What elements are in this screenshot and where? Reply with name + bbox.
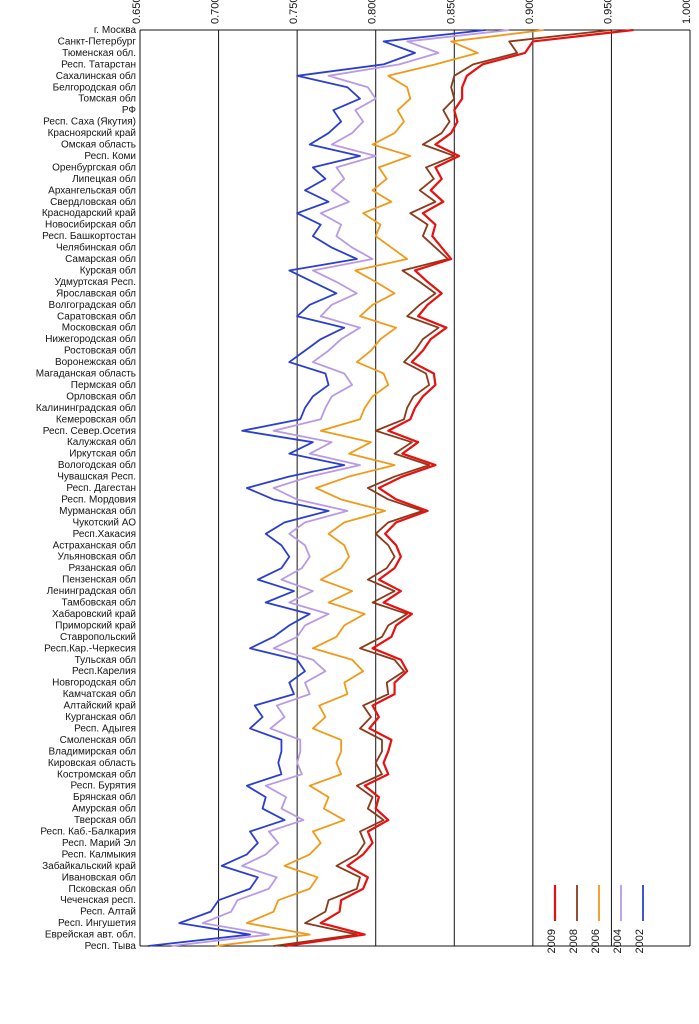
category-label: Чукотский АО [72,517,136,528]
xaxis-tick-label: 0.700 [210,0,222,24]
category-label: Ульяновская обл [58,551,137,563]
category-label: РФ [122,105,137,116]
category-label: Красноярский край [48,128,136,139]
legend-label: 2004 [612,929,624,953]
category-label: Респ.Хакасия [73,529,136,540]
category-label: Смоленская обл [60,734,137,746]
legend-label: 2006 [590,929,602,953]
category-label: Новосибирская обл [45,219,136,231]
category-label: Самарская обл [65,253,136,265]
category-label: Пензенская обл [62,574,136,586]
category-label: Респ. Адыгея [74,723,136,734]
category-label: Респ.Карелия [72,666,136,677]
category-label: Респ.Кар.-Черкесия [44,643,136,654]
category-label: Свердловская обл [50,196,136,208]
category-label: Респ. Коми [84,151,136,162]
category-label: Иркутская обл [69,448,136,460]
category-label: Омская область [61,139,136,151]
legend-label: 2008 [568,929,580,953]
category-label: Мурманская обл [59,505,136,517]
category-label: Удмуртская Респ. [55,277,136,288]
category-label: Санкт-Петербург [58,35,137,47]
category-label: Ивановская обл [62,871,136,883]
legend-label: 2009 [546,929,558,953]
xaxis-tick-label: 0.850 [445,0,457,24]
category-label: Тюменская обл. [62,47,136,59]
category-label: Тверская обл [74,814,136,826]
xaxis-tick-label: 1.000 [681,0,693,24]
category-label: Челябинская обл [56,242,136,254]
category-label: Оренбургская обл [52,161,136,173]
xaxis-tick-label: 0.750 [288,0,300,24]
category-label: Сахалинская обл [56,70,136,82]
category-label: Пермская обл [71,379,136,391]
category-label: Ярославская обл [56,287,136,299]
category-label: Респ. Ингушетия [58,918,136,929]
category-label: Вологодская обл [58,459,136,471]
category-label: Ленинградская обл [47,585,137,597]
category-label: Орловская обл [66,390,136,402]
category-label: Приморский край [55,620,136,631]
category-label: Кемеровская обл [56,413,136,425]
category-label: Респ. Алтай [80,907,136,918]
xaxis-tick-label: 0.650 [131,0,143,24]
category-label: Ростовская обл [64,345,136,357]
category-label: Чеченская респ. [60,895,136,906]
category-label: Респ. Мордовия [61,494,136,505]
category-label: Воронежская обл [55,356,136,368]
category-label: Брянская обл [73,791,136,803]
category-label: Краснодарский край [42,208,136,219]
category-label: Респ. Тыва [85,941,137,952]
category-label: Саратовская обл [57,310,136,322]
category-label: Костромская обл [57,768,136,780]
category-label: Респ. Марий Эл [62,838,136,849]
category-label: Волгоградская обл [49,299,137,311]
category-label: Кировская область [48,757,136,769]
category-label: Новгородская обл [52,677,136,689]
category-label: Еврейская авт. обл. [45,929,136,941]
category-label: Тамбовская обл [62,597,137,609]
category-label: Респ. Татарстан [61,59,136,70]
category-label: Рязанская обл [69,562,137,574]
category-label: Респ. Калмыкия [62,849,136,860]
category-label: Алтайский край [63,701,136,712]
category-label: Курская обл [80,264,136,276]
category-label: Архангельская обл [48,184,136,196]
category-label: Магаданская область [36,368,136,380]
category-label: Респ. Бурятия [71,781,136,792]
category-label: Калининградская обл [36,402,136,414]
category-label: Московская обл [62,322,136,334]
hd-index-chart: 0.650 0.700 0.750 0.800 0.850 0.900 0.950 1.000… [0,0,699,1024]
xaxis-tick-label: 0.900 [524,0,536,24]
category-label: Респ. Север.Осетия [43,426,136,437]
category-label: Ставропольский [60,632,136,643]
category-label: Томская обл [78,93,136,105]
category-label: Белгородская обл [53,81,137,93]
category-label: Калужская обл [67,436,136,448]
category-label: Респ. Башкортостан [42,231,136,242]
category-label: Камчатская обл [63,688,136,700]
category-label: Нижегородская обл [45,333,136,345]
xaxis-tick-label: 0.950 [602,0,614,24]
category-label: Амурская обл [72,803,136,815]
category-label: г. Москва [94,25,137,36]
category-label: Липецкая обл [72,173,136,185]
category-label: Респ. Дагестан [66,483,136,494]
category-label: Чувашская Респ. [57,472,136,483]
category-label: Курганская обл [65,711,136,723]
xaxis-tick-label: 0.800 [367,0,379,24]
category-label: Забайкальский край [42,860,136,872]
category-label: Владимирская обл [48,745,136,757]
category-label: Псковская обл [69,883,137,895]
category-label: Тульская обл [75,654,137,666]
category-label: Респ. Каб.-Балкария [40,826,136,838]
category-label: Астраханская обл [53,539,137,551]
legend-label: 2002 [634,929,646,953]
category-label: Хабаровский край [52,608,136,620]
category-label: Респ. Саха (Якутия) [43,117,136,128]
